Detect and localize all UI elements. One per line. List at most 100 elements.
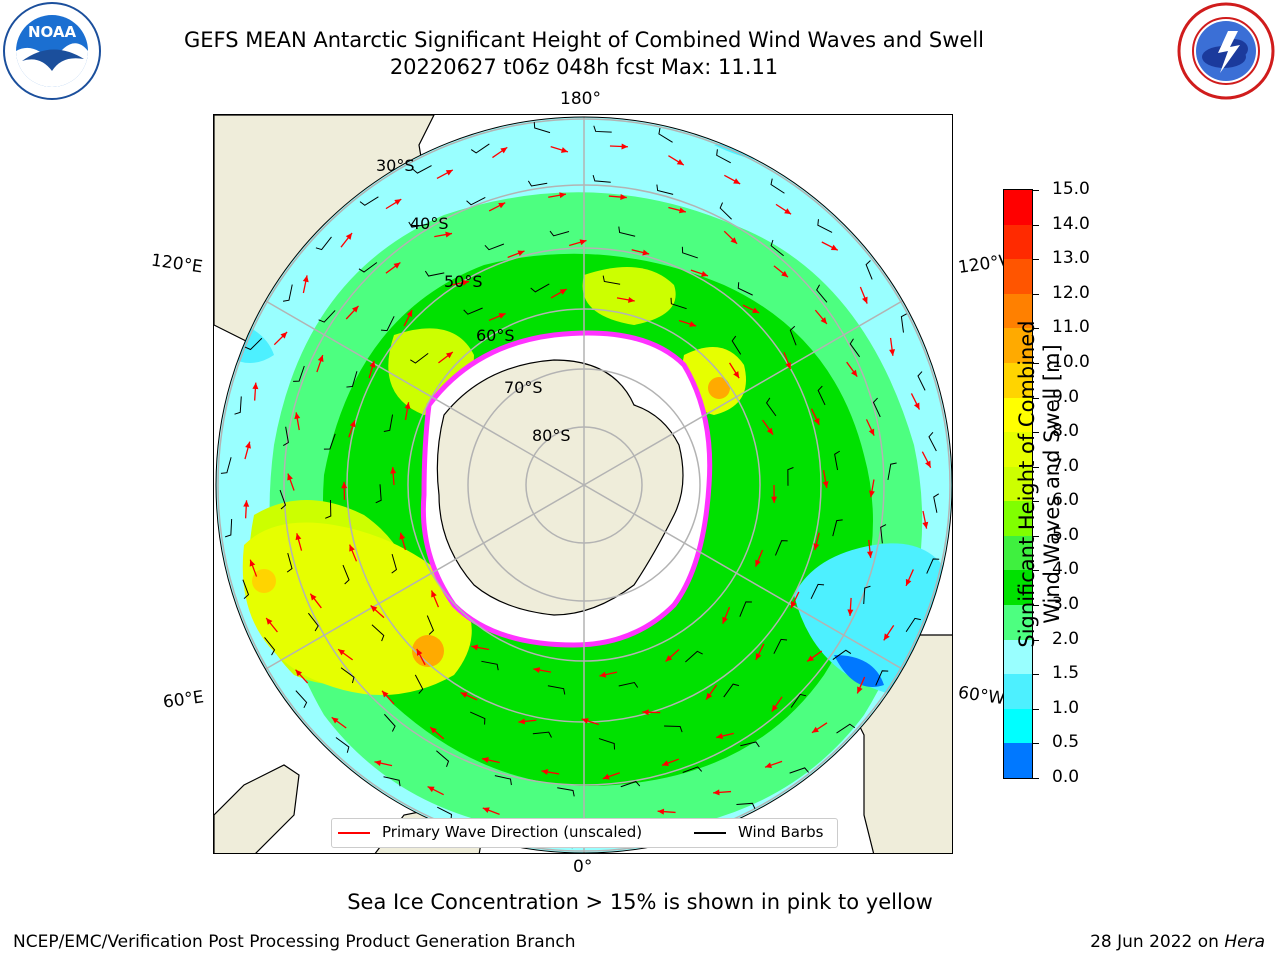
wave-arrow-head bbox=[406, 309, 413, 317]
wind-barb bbox=[716, 149, 731, 164]
wind-barb bbox=[723, 683, 740, 698]
wave-arrow-head bbox=[676, 159, 684, 166]
wind-barb bbox=[664, 725, 683, 733]
wind-barb bbox=[928, 431, 937, 452]
wave-arrow-head bbox=[642, 249, 650, 256]
noaa-logo: NOAA bbox=[2, 1, 102, 101]
wave-arrow-head bbox=[868, 490, 875, 498]
wave-arrow-head bbox=[579, 239, 587, 246]
wave-arrow-head bbox=[280, 332, 288, 339]
wave-arrow-head bbox=[399, 532, 406, 540]
wave-arrow-head bbox=[349, 544, 355, 552]
wind-barb bbox=[342, 564, 350, 585]
wave-arrow-head bbox=[518, 718, 526, 725]
wind-barb bbox=[484, 243, 505, 251]
colorbar-segment bbox=[1004, 639, 1032, 675]
wave-arrow-head bbox=[560, 147, 568, 153]
wind-barb bbox=[917, 371, 926, 391]
wind-barb bbox=[293, 365, 305, 382]
wind-barb bbox=[872, 397, 881, 418]
wave-arrow-head bbox=[785, 362, 792, 370]
wind-barb bbox=[557, 787, 575, 797]
wave-arrow-head bbox=[733, 371, 740, 379]
colorbar-tick-mark bbox=[1033, 328, 1039, 330]
wind-barb bbox=[412, 165, 432, 174]
wind-barb bbox=[789, 325, 797, 346]
wind-barb bbox=[731, 335, 742, 355]
wave-arrow-head bbox=[678, 207, 686, 214]
wave-arrow-head bbox=[431, 590, 437, 598]
wave-arrow-head bbox=[765, 762, 772, 769]
wind-barb bbox=[832, 519, 843, 537]
colorbar-tick-label: 15.0 bbox=[1052, 179, 1090, 199]
wave-arrow-head bbox=[245, 441, 251, 449]
colorbar-tick-label: 10.0 bbox=[1052, 351, 1090, 372]
footer-date-text: 28 Jun 2022 on bbox=[1090, 932, 1225, 952]
wave-arrow-head bbox=[500, 147, 508, 154]
wave-arrow-head bbox=[317, 355, 324, 362]
wave-arrow-head bbox=[716, 733, 724, 739]
wave-arrow-head bbox=[252, 382, 259, 390]
wave-arrow-head bbox=[302, 275, 309, 283]
wind-barb bbox=[340, 667, 355, 684]
wind-barb bbox=[602, 275, 621, 285]
wind-barb bbox=[424, 270, 445, 277]
wave-arrow-head bbox=[722, 616, 728, 624]
wave-arrow-head bbox=[766, 427, 774, 435]
wind-barb bbox=[244, 337, 263, 351]
colorbar-segment bbox=[1004, 397, 1032, 433]
wind-barb bbox=[774, 540, 788, 556]
wind-barb bbox=[408, 221, 428, 228]
wave-arrow-head bbox=[310, 593, 317, 601]
wave-arrow-head bbox=[665, 655, 673, 662]
wind-barb bbox=[740, 741, 760, 748]
wave-arrow-head bbox=[701, 271, 708, 277]
colorbar-tick-mark bbox=[1033, 259, 1039, 261]
wind-barb bbox=[737, 282, 753, 296]
wave-arrow-head bbox=[913, 402, 920, 410]
wave-arrow-head bbox=[889, 349, 896, 356]
colorbar-tick-mark bbox=[1033, 293, 1039, 295]
colorbar-label: Significant Height of Combined Wind Wave… bbox=[1015, 319, 1065, 649]
wind-barb bbox=[549, 230, 570, 237]
map-canvas: 30°S 40°S 50°S 60°S 70°S 80°S bbox=[214, 115, 952, 853]
wave-arrow-head bbox=[771, 496, 778, 503]
lat-label-40s: 40°S bbox=[410, 214, 449, 233]
colorbar-tick-label: 1.5 bbox=[1052, 663, 1080, 684]
wind-barb bbox=[817, 385, 826, 406]
wave-arrow-head bbox=[331, 717, 339, 724]
colorbar-tick-label: 4.0 bbox=[1052, 559, 1080, 580]
colorbar-tick-label: 6.0 bbox=[1052, 490, 1080, 511]
wind-barb bbox=[220, 457, 232, 474]
wave-arrow-head bbox=[830, 244, 838, 251]
wave-arrow-head bbox=[349, 420, 356, 428]
wind-barb bbox=[481, 660, 499, 671]
colorbar-tick-mark bbox=[1033, 708, 1039, 710]
wind-barb bbox=[436, 750, 450, 768]
wave-arrow-head bbox=[498, 202, 506, 209]
wave-arrow-head bbox=[820, 317, 827, 324]
wave-arrow-head bbox=[866, 551, 873, 558]
wind-barb bbox=[880, 524, 887, 544]
wave-arrow-head bbox=[462, 279, 470, 286]
wave-arrow-head bbox=[471, 644, 479, 651]
wave-arrow-head bbox=[581, 718, 589, 724]
wave-arrow-head bbox=[482, 807, 490, 814]
wind-barb bbox=[383, 776, 401, 787]
wind-barb bbox=[282, 426, 289, 447]
wind-barb bbox=[307, 612, 319, 632]
wave-arrow-head bbox=[541, 769, 549, 775]
wave-arrow-head bbox=[445, 231, 452, 238]
wind-barb bbox=[375, 484, 382, 504]
colorbar-tick-label: 2.0 bbox=[1052, 628, 1080, 649]
wave-arrow-head bbox=[427, 786, 435, 793]
chart-subtitle: 20220627 t06z 048h fcst Max: 11.11 bbox=[389, 55, 779, 79]
lat-label-70s: 70°S bbox=[504, 378, 543, 397]
colorbar-segment bbox=[1004, 674, 1032, 710]
lon-label-60e: 60°E bbox=[161, 687, 206, 713]
wave-arrow-head bbox=[287, 473, 293, 481]
wind-barb bbox=[371, 624, 385, 642]
colorbar-tick-mark bbox=[1033, 535, 1039, 537]
wind-barb bbox=[359, 196, 379, 206]
wind-barb bbox=[547, 685, 566, 695]
